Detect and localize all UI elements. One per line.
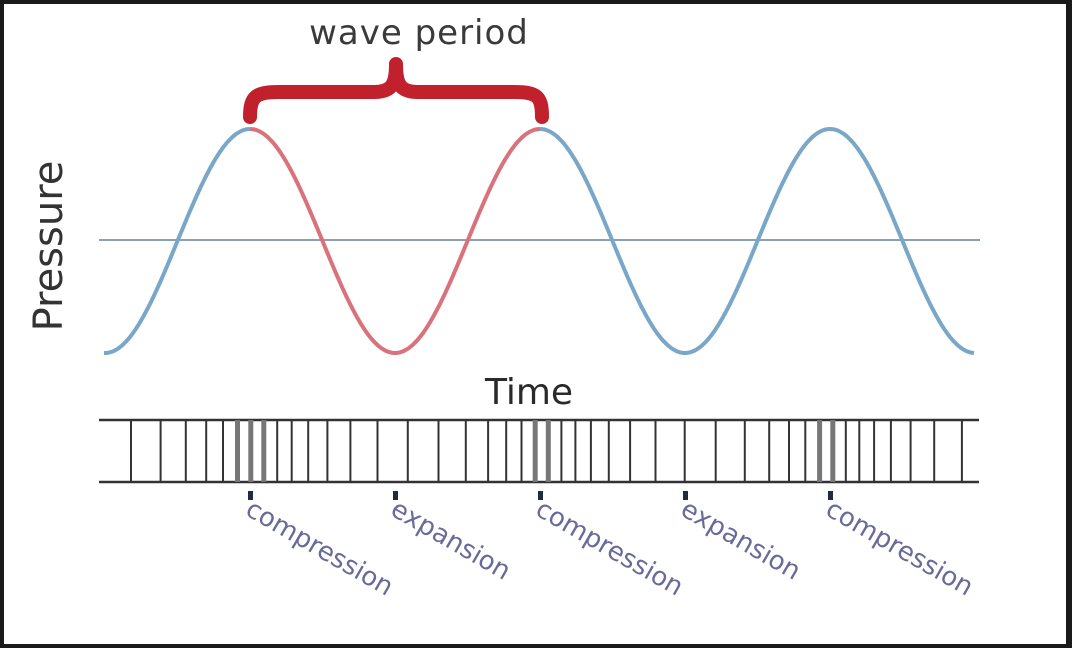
wave-diagram: wave period Pressure Time compressionexp…: [26, 13, 980, 602]
phase-tick: [248, 491, 253, 500]
highlighted-wave-period: [249, 127, 541, 355]
pressure-wave: [104, 126, 975, 355]
phase-label: compression: [241, 494, 399, 602]
phase-tick: [393, 491, 398, 500]
phase-label: compression: [821, 494, 979, 602]
phase-tick: [828, 491, 833, 500]
x-axis-label: Time: [484, 372, 573, 413]
diagram-frame: wave period Pressure Time compression exp…: [4, 4, 1066, 644]
phase-tick: [683, 491, 688, 500]
title: wave period: [309, 13, 529, 53]
y-axis-label: Pressure: [26, 161, 72, 332]
wave-period-brace: [243, 57, 549, 124]
phase-label: compression: [531, 494, 689, 602]
phase-label: expansion: [676, 494, 806, 586]
phase-tick: [538, 491, 543, 500]
density-strip: [99, 418, 979, 484]
phase-label: expansion: [386, 494, 516, 586]
